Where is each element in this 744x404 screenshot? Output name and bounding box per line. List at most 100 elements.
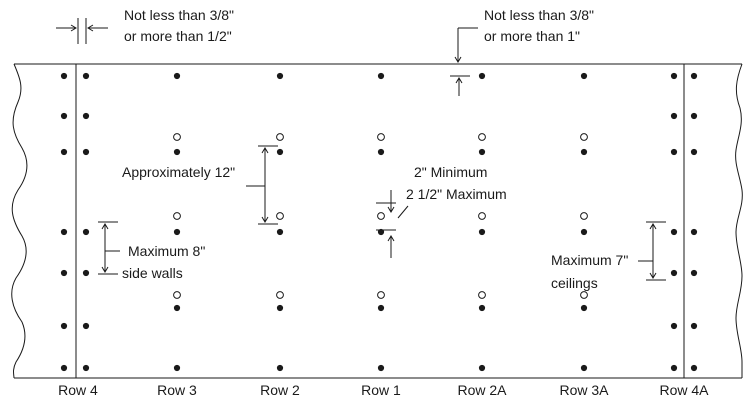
- board-right-break: [735, 63, 743, 378]
- spacing-dim-arrowhead-bottom: [261, 216, 269, 223]
- row-4a-fastener: [690, 364, 698, 372]
- row-4a-fastener: [670, 364, 678, 372]
- side-wall-dim-arrowhead-bottom: [101, 266, 109, 273]
- row-labels: Row 4 Row 3 Row 2 Row 1 Row 2A Row 3A Ro…: [58, 382, 709, 398]
- row-3a-fastener: [580, 304, 588, 312]
- board-left-break: [11, 63, 28, 379]
- edge-dim-arrowhead-right: [87, 24, 94, 32]
- row-label-row-2: Row 2: [260, 382, 300, 398]
- row-3-fastener: [173, 304, 181, 312]
- row-4a-fastener: [690, 112, 698, 120]
- row-2a-fastener: [478, 228, 486, 236]
- side-walls-line1: Maximum 8": [128, 243, 205, 259]
- row-3a-fastener: [580, 148, 588, 156]
- row-label-row-3: Row 3: [157, 382, 197, 398]
- row-4-fastener: [82, 112, 90, 120]
- edge-distance-line2: or more than 1/2": [124, 28, 232, 44]
- row-2a-alternate-hole: [478, 133, 486, 141]
- ceiling-dim-arrowhead-bottom: [649, 272, 657, 279]
- side-wall-dim-arrowhead-top: [101, 223, 109, 230]
- hole-offset-line2: 2 1/2" Maximum: [406, 186, 507, 202]
- row-1-alternate-hole: [377, 291, 385, 299]
- row-4a-fastener: [690, 322, 698, 330]
- edge-dim-arrowhead-left: [70, 24, 77, 32]
- row-4a-fastener: [670, 228, 678, 236]
- row-4a-fastener: [670, 148, 678, 156]
- row-label-row-4a: Row 4A: [659, 382, 709, 398]
- row-1-fastener: [377, 364, 385, 372]
- offset-dim-arrowhead-down: [387, 206, 395, 213]
- row-3-fastener: [173, 72, 181, 80]
- ceiling-dim-arrowhead-top: [649, 223, 657, 230]
- top-distance-line2: or more than 1": [484, 28, 580, 44]
- fastener-pattern: [60, 72, 698, 372]
- row-3a-alternate-hole: [580, 133, 588, 141]
- row-3-alternate-hole: [173, 133, 181, 141]
- row-2-fastener: [276, 228, 284, 236]
- row-3-fastener: [173, 148, 181, 156]
- row-3-fastener: [173, 364, 181, 372]
- row-4a-fastener: [690, 228, 698, 236]
- row-4a-fastener: [690, 148, 698, 156]
- row-2-fastener: [276, 72, 284, 80]
- row-4-fastener: [82, 72, 90, 80]
- row-4a-fastener: [670, 322, 678, 330]
- row-3a-alternate-hole: [580, 212, 588, 220]
- row-4-fastener: [60, 228, 68, 236]
- row-2a-alternate-hole: [478, 212, 486, 220]
- row-label-row-3a: Row 3A: [559, 382, 609, 398]
- board-outline: [11, 63, 743, 379]
- row-4a-fastener: [690, 269, 698, 277]
- row-4-fastener: [82, 364, 90, 372]
- row-2a-alternate-hole: [478, 291, 486, 299]
- row-2a-fastener: [478, 364, 486, 372]
- row-4-fastener: [60, 322, 68, 330]
- side-walls-line2: side walls: [122, 265, 183, 281]
- row-4-fastener: [60, 364, 68, 372]
- hole-offset-line1: 2" Minimum: [414, 164, 487, 180]
- row-2-alternate-hole: [276, 291, 284, 299]
- offset-dim-leader: [397, 205, 409, 219]
- row-1-fastener: [377, 148, 385, 156]
- row-spacing-label: Approximately 12": [122, 164, 235, 180]
- row-4a-fastener: [670, 72, 678, 80]
- row-2-alternate-hole: [276, 212, 284, 220]
- row-4-fastener: [82, 322, 90, 330]
- offset-dim-arrowhead-up: [387, 235, 395, 242]
- dimension-lines: [56, 18, 666, 281]
- row-2a-fastener: [478, 72, 486, 80]
- row-1-alternate-hole: [377, 133, 385, 141]
- row-2a-fastener: [478, 148, 486, 156]
- top-dim-arrowhead-up: [455, 77, 463, 84]
- row-4a-fastener: [690, 72, 698, 80]
- row-1-fastener: [377, 72, 385, 80]
- row-2-fastener: [276, 148, 284, 156]
- row-3a-alternate-hole: [580, 291, 588, 299]
- row-4-fastener: [60, 112, 68, 120]
- row-4-fastener: [82, 148, 90, 156]
- row-2-alternate-hole: [276, 133, 284, 141]
- ceilings-line2: ceilings: [551, 275, 598, 291]
- edge-distance-line1: Not less than 3/8": [124, 7, 234, 23]
- row-3-fastener: [173, 228, 181, 236]
- top-distance-line1: Not less than 3/8": [484, 7, 594, 23]
- row-4-fastener: [82, 228, 90, 236]
- ceilings-line1: Maximum 7": [551, 252, 628, 268]
- row-2-fastener: [276, 304, 284, 312]
- row-4a-fastener: [670, 112, 678, 120]
- row-3-alternate-hole: [173, 291, 181, 299]
- row-2a-fastener: [478, 304, 486, 312]
- row-2-fastener: [276, 364, 284, 372]
- row-label-row-4: Row 4: [58, 382, 98, 398]
- row-label-row-2a: Row 2A: [457, 382, 507, 398]
- top-dim-arrowhead-down: [454, 56, 462, 63]
- row-1-fastener: [377, 304, 385, 312]
- row-3-alternate-hole: [173, 212, 181, 220]
- spacing-dim-arrowhead-top: [261, 147, 269, 154]
- row-3a-fastener: [580, 72, 588, 80]
- row-4-fastener: [82, 269, 90, 277]
- row-4-fastener: [60, 148, 68, 156]
- annotations: Not less than 3/8" or more than 1/2" Not…: [122, 7, 628, 291]
- row-4-fastener: [60, 269, 68, 277]
